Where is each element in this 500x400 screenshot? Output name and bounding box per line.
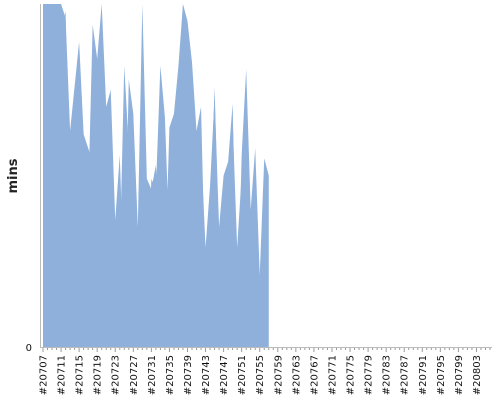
x-tick-label: #20747 <box>219 355 230 395</box>
x-tick-label: #20707 <box>39 355 50 395</box>
x-tick-label: #20719 <box>93 355 104 395</box>
x-tick-label: #20763 <box>291 355 302 395</box>
plot-area <box>43 4 269 347</box>
area-segment-2-normal <box>47 4 269 347</box>
x-tick-label: #20755 <box>255 355 266 395</box>
x-tick-label: #20743 <box>201 355 212 395</box>
x-tick-label: #20731 <box>147 355 158 395</box>
x-tick-label: #20803 <box>472 355 483 395</box>
x-tick-label: #20799 <box>454 355 465 395</box>
x-axis-ticks: #20707 #20711 #20715 #20719 #20723 #20727 #207… <box>39 348 491 395</box>
x-tick-label: #20787 <box>400 355 411 395</box>
x-tick-label: #20779 <box>364 355 375 395</box>
x-tick-label: #20751 <box>237 355 248 395</box>
x-tick-label: #20723 <box>111 355 122 395</box>
x-tick-label: #20727 <box>129 355 140 395</box>
x-tick-label: #20795 <box>436 355 447 395</box>
x-tick-label: #20759 <box>273 355 284 395</box>
x-tick-label: #20767 <box>309 355 320 395</box>
y-axis-label: mins <box>6 158 21 193</box>
x-tick-label: #20775 <box>346 355 357 395</box>
y-tick-label: 0 <box>26 343 32 354</box>
x-tick-label: #20791 <box>418 355 429 395</box>
x-tick-label: #20711 <box>57 355 68 395</box>
x-tick-label: #20739 <box>183 355 194 395</box>
x-tick-label: #20735 <box>165 355 176 395</box>
x-tick-label: #20715 <box>75 355 86 395</box>
x-tick-label: #20783 <box>382 355 393 395</box>
x-tick-label: #20771 <box>327 355 338 395</box>
